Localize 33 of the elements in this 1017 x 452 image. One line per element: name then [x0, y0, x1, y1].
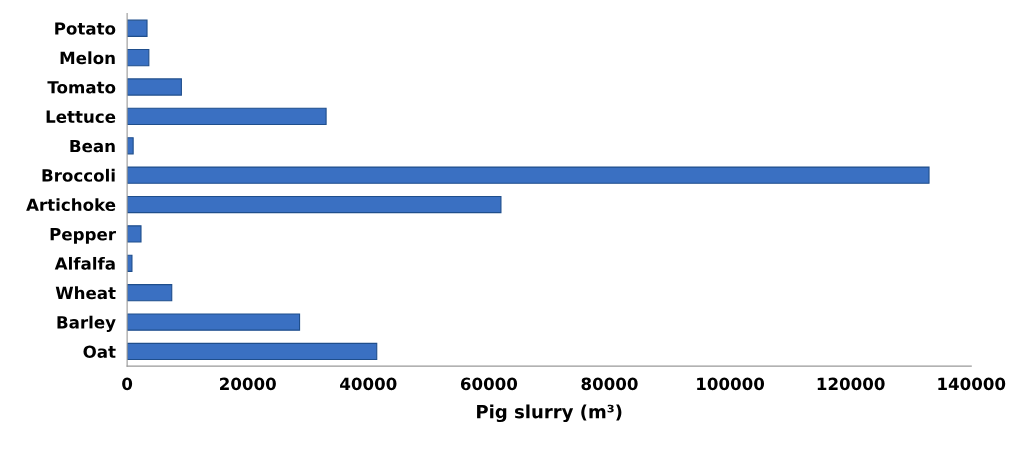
y-tick-label: Oat	[83, 345, 116, 358]
y-tick-label: Pepper	[50, 228, 116, 244]
bar	[127, 48, 150, 67]
x-tick-label: 100000	[697, 377, 765, 391]
y-tick-label: Melon	[60, 51, 115, 65]
bar	[127, 225, 142, 243]
y-tick-label: Wheat	[55, 286, 116, 300]
y-tick-label: Artichoke	[26, 198, 116, 212]
bar	[127, 107, 327, 126]
x-tick-label: 0	[122, 377, 133, 391]
x-tick-label: 120000	[817, 377, 885, 391]
bar	[127, 19, 148, 37]
bar	[127, 137, 134, 155]
bar	[127, 78, 182, 96]
y-tick-label: Bean	[70, 139, 115, 153]
bar	[127, 166, 930, 184]
bar	[127, 195, 502, 214]
y-tick-label: Barley	[57, 315, 116, 332]
bar	[127, 284, 173, 302]
x-tick-label: 80000	[581, 377, 638, 391]
y-tick-label: Tomato	[47, 81, 116, 94]
x-tick-label: 60000	[460, 377, 518, 391]
y-tick-label: Broccoli	[42, 168, 115, 182]
bar	[127, 313, 301, 331]
y-tick-label: Potato	[55, 22, 116, 35]
x-tick-label: 140000	[938, 377, 1006, 391]
x-tick-label: 20000	[220, 377, 276, 391]
x-tick-label: 40000	[340, 377, 397, 391]
bar	[127, 342, 378, 361]
bar	[127, 254, 133, 272]
x-axis-title: Pig slurry (m³)	[477, 404, 622, 423]
y-tick-label: Lettuce	[46, 110, 116, 123]
y-tick-label: Alfalfa	[54, 256, 115, 270]
